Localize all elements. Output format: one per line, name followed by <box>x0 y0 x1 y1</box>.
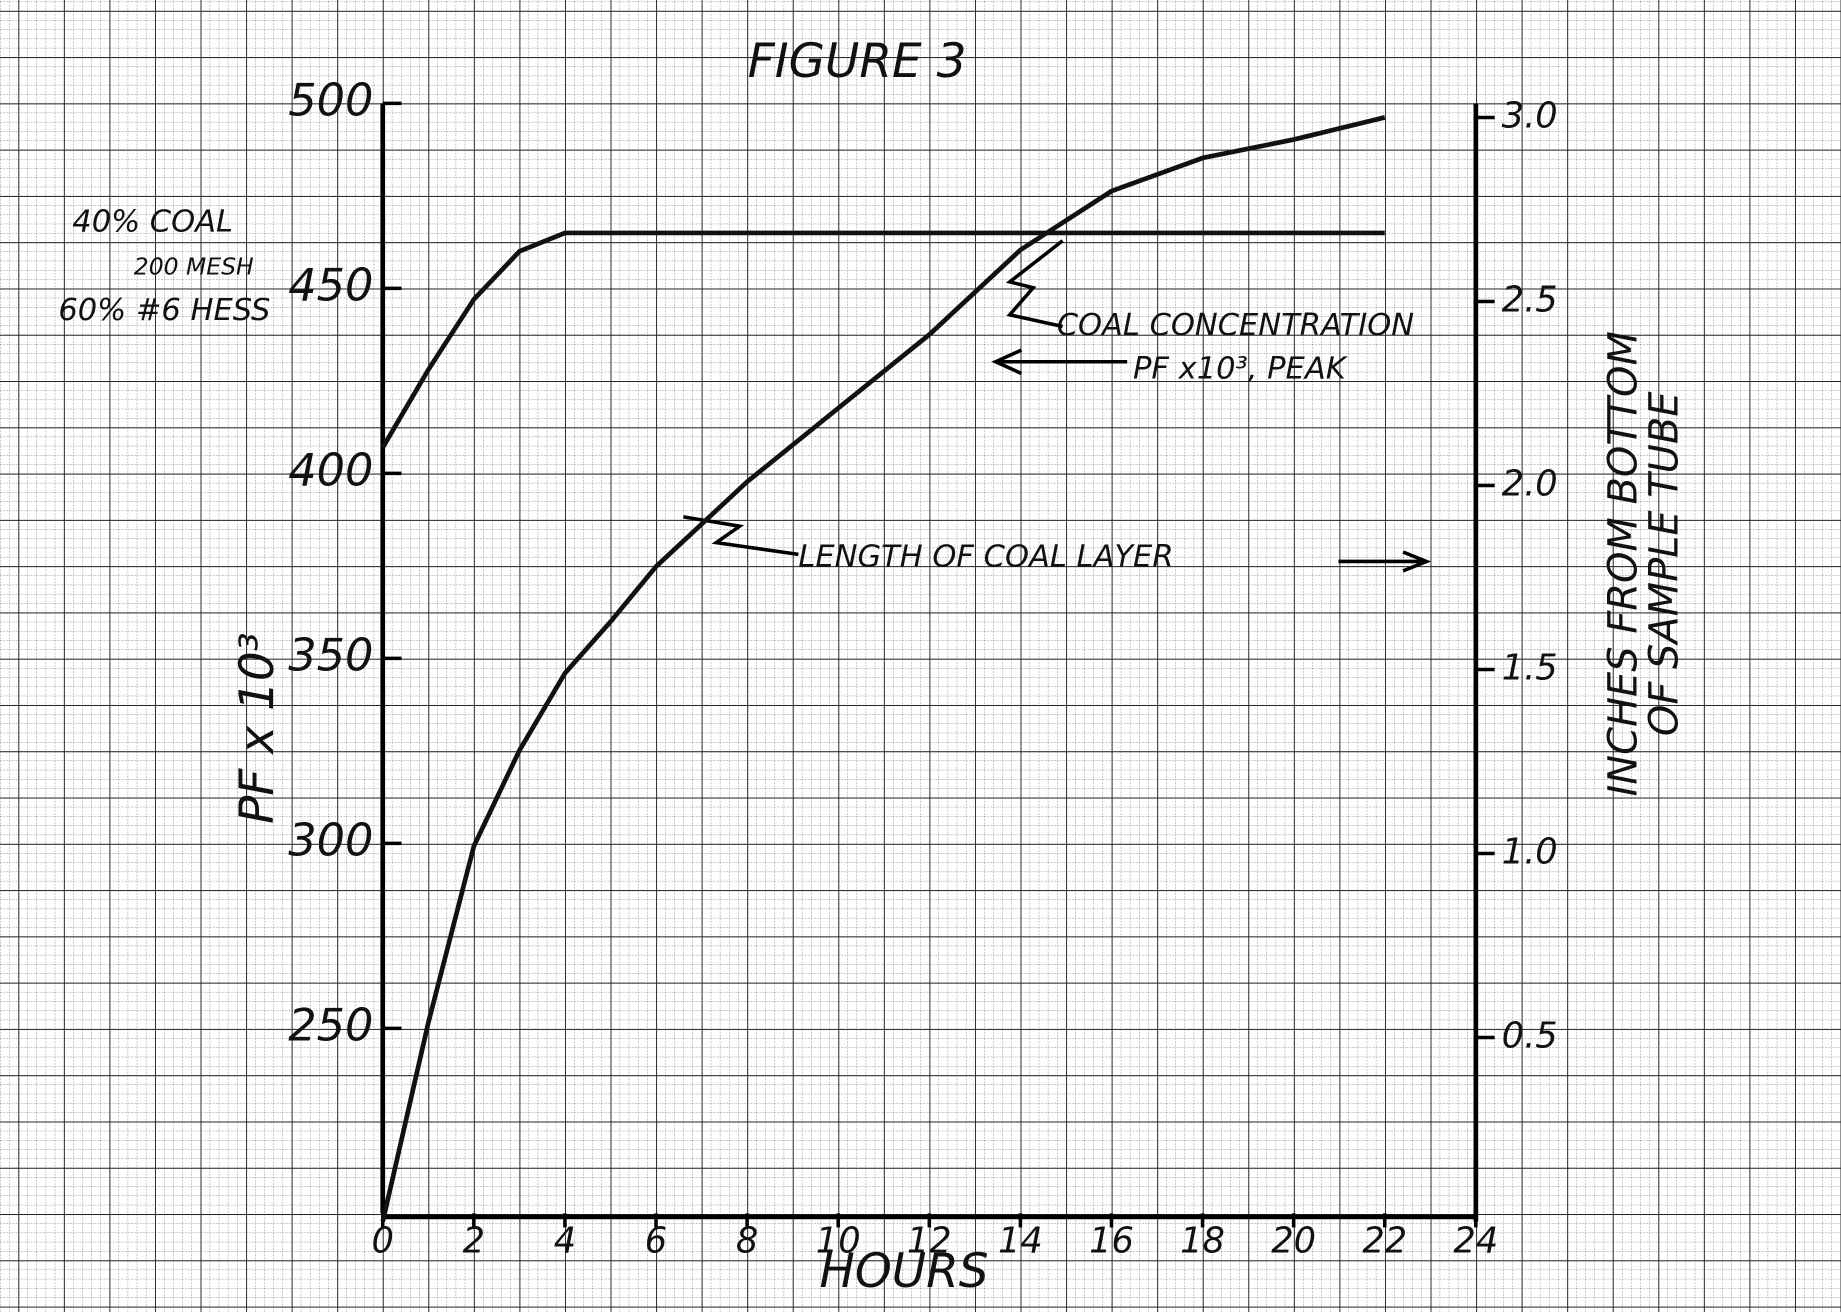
y2-axis-label: INCHES FROM BOTTOM <box>1601 331 1647 796</box>
page: {"chart_data": { "type": "line", "title"… <box>0 0 1841 1312</box>
y-axis-label: PF x 10³ <box>230 632 285 824</box>
x-tick-label: 22 <box>1362 1221 1407 1262</box>
y-tick-label: 400 <box>288 444 373 496</box>
y2-tick-label: 1.5 <box>1502 648 1558 689</box>
annotation: PF x10³, PEAK <box>1133 351 1349 386</box>
y2-tick-label: 3.0 <box>1502 95 1558 136</box>
y-tick-label: 450 <box>288 259 373 311</box>
x-tick-label: 6 <box>645 1221 667 1262</box>
x-tick-label: 18 <box>1180 1221 1225 1262</box>
annotation: COAL CONCENTRATION <box>1057 308 1414 343</box>
x-tick-label: 24 <box>1453 1221 1498 1262</box>
annotation: 40% COAL <box>72 205 233 240</box>
y-tick-label: 500 <box>288 74 373 126</box>
y2-tick-label: 0.5 <box>1502 1016 1558 1057</box>
annotation: 200 MESH <box>134 252 254 280</box>
x-tick-label: 14 <box>998 1221 1043 1262</box>
x-tick-label: 8 <box>736 1221 758 1262</box>
x-tick-label: 4 <box>554 1221 576 1262</box>
x-tick-label: 10 <box>816 1221 861 1262</box>
x-tick-label: 16 <box>1089 1221 1134 1262</box>
x-tick-label: 20 <box>1271 1221 1316 1262</box>
x-tick-label: 12 <box>907 1221 952 1262</box>
chart-title: FIGURE 3 <box>748 34 967 89</box>
y-tick-label: 300 <box>288 814 373 866</box>
y2-tick-label: 1.0 <box>1502 832 1558 873</box>
chart: FIGURE 3 HOURS PF x 10³ INCHES FROM BOTT… <box>0 0 1841 1312</box>
annotation: LENGTH OF COAL LAYER <box>798 539 1173 574</box>
y-tick-label: 350 <box>288 629 373 681</box>
y2-tick-label: 2.0 <box>1502 463 1558 504</box>
y2-tick-label: 2.5 <box>1502 279 1558 320</box>
y2-axis-label: OF SAMPLE TUBE <box>1642 391 1688 736</box>
x-tick-label: 2 <box>463 1221 485 1262</box>
y-tick-label: 250 <box>288 999 373 1051</box>
x-tick-label: 0 <box>372 1221 394 1262</box>
annotation: 60% #6 HESS <box>58 293 270 328</box>
